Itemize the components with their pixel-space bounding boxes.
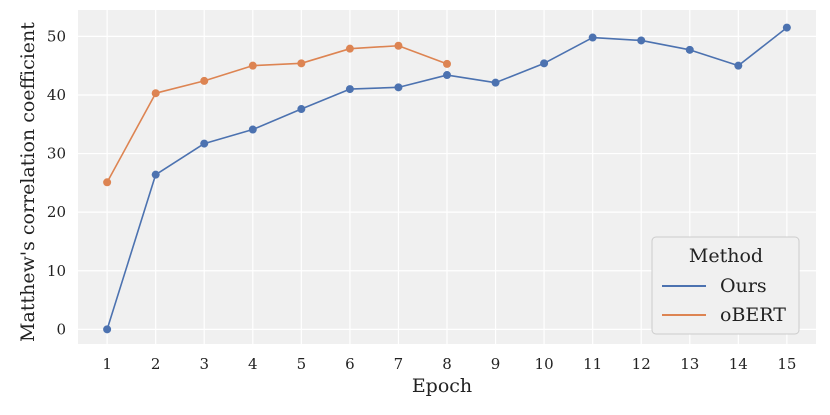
data-point-ours: [394, 83, 403, 92]
legend-title: Method: [689, 245, 763, 267]
data-point-obert: [297, 59, 306, 68]
data-point-ours: [782, 23, 791, 32]
y-tick-label: 30: [47, 145, 66, 163]
data-point-ours: [297, 105, 306, 114]
x-tick-label: 11: [583, 355, 602, 373]
data-point-ours: [637, 36, 646, 45]
x-tick-label: 12: [632, 355, 651, 373]
data-point-ours: [588, 33, 597, 42]
series-ours: [103, 23, 791, 334]
data-point-ours: [151, 170, 160, 179]
x-tick-label: 13: [680, 355, 699, 373]
x-tick-label: 10: [535, 355, 554, 373]
x-tick-label: 3: [199, 355, 209, 373]
data-point-obert: [103, 178, 112, 187]
data-point-ours: [685, 45, 694, 54]
x-axis-title: Epoch: [412, 375, 472, 397]
data-point-ours: [491, 78, 500, 87]
legend: Method Ours oBERT: [651, 236, 800, 335]
data-point-obert: [200, 76, 209, 85]
x-tick-label: 9: [491, 355, 501, 373]
y-axis-ticks: 0 10 20 30 40 50: [47, 27, 66, 338]
data-point-obert: [345, 44, 354, 53]
x-tick-label: 4: [248, 355, 258, 373]
y-tick-label: 20: [47, 203, 66, 221]
x-tick-label: 5: [297, 355, 307, 373]
legend-label-ours: Ours: [720, 275, 767, 297]
x-tick-label: 6: [345, 355, 355, 373]
data-point-ours: [103, 325, 112, 334]
data-point-ours: [734, 61, 743, 70]
data-point-obert: [394, 41, 403, 50]
data-point-ours: [345, 85, 354, 94]
x-tick-label: 14: [729, 355, 748, 373]
legend-box: [651, 236, 800, 335]
y-tick-label: 50: [47, 27, 66, 45]
y-tick-label: 40: [47, 86, 66, 104]
series-obert: [103, 41, 451, 187]
data-point-ours: [443, 71, 451, 80]
x-tick-label: 2: [151, 355, 161, 373]
data-point-obert: [151, 89, 160, 98]
series-line-obert: [106, 44, 448, 183]
x-tick-label: 15: [777, 355, 796, 373]
y-tick-label: 10: [47, 262, 66, 280]
x-tick-label: 8: [442, 355, 452, 373]
data-point-obert: [248, 61, 257, 70]
x-axis-ticks: 1 2 3 4 5 6 7 8 9 10 11 12 13 14 15: [102, 355, 796, 373]
data-point-obert: [443, 59, 451, 68]
y-axis-title: Matthew's correlation coefficient: [17, 22, 39, 342]
x-tick-label: 7: [394, 355, 404, 373]
y-tick-label: 0: [56, 320, 66, 338]
data-point-ours: [248, 125, 257, 134]
data-point-ours: [540, 59, 549, 68]
series-layer: [103, 23, 791, 334]
legend-label-obert: oBERT: [720, 304, 786, 326]
data-point-ours: [200, 139, 209, 148]
x-tick-label: 1: [102, 355, 112, 373]
